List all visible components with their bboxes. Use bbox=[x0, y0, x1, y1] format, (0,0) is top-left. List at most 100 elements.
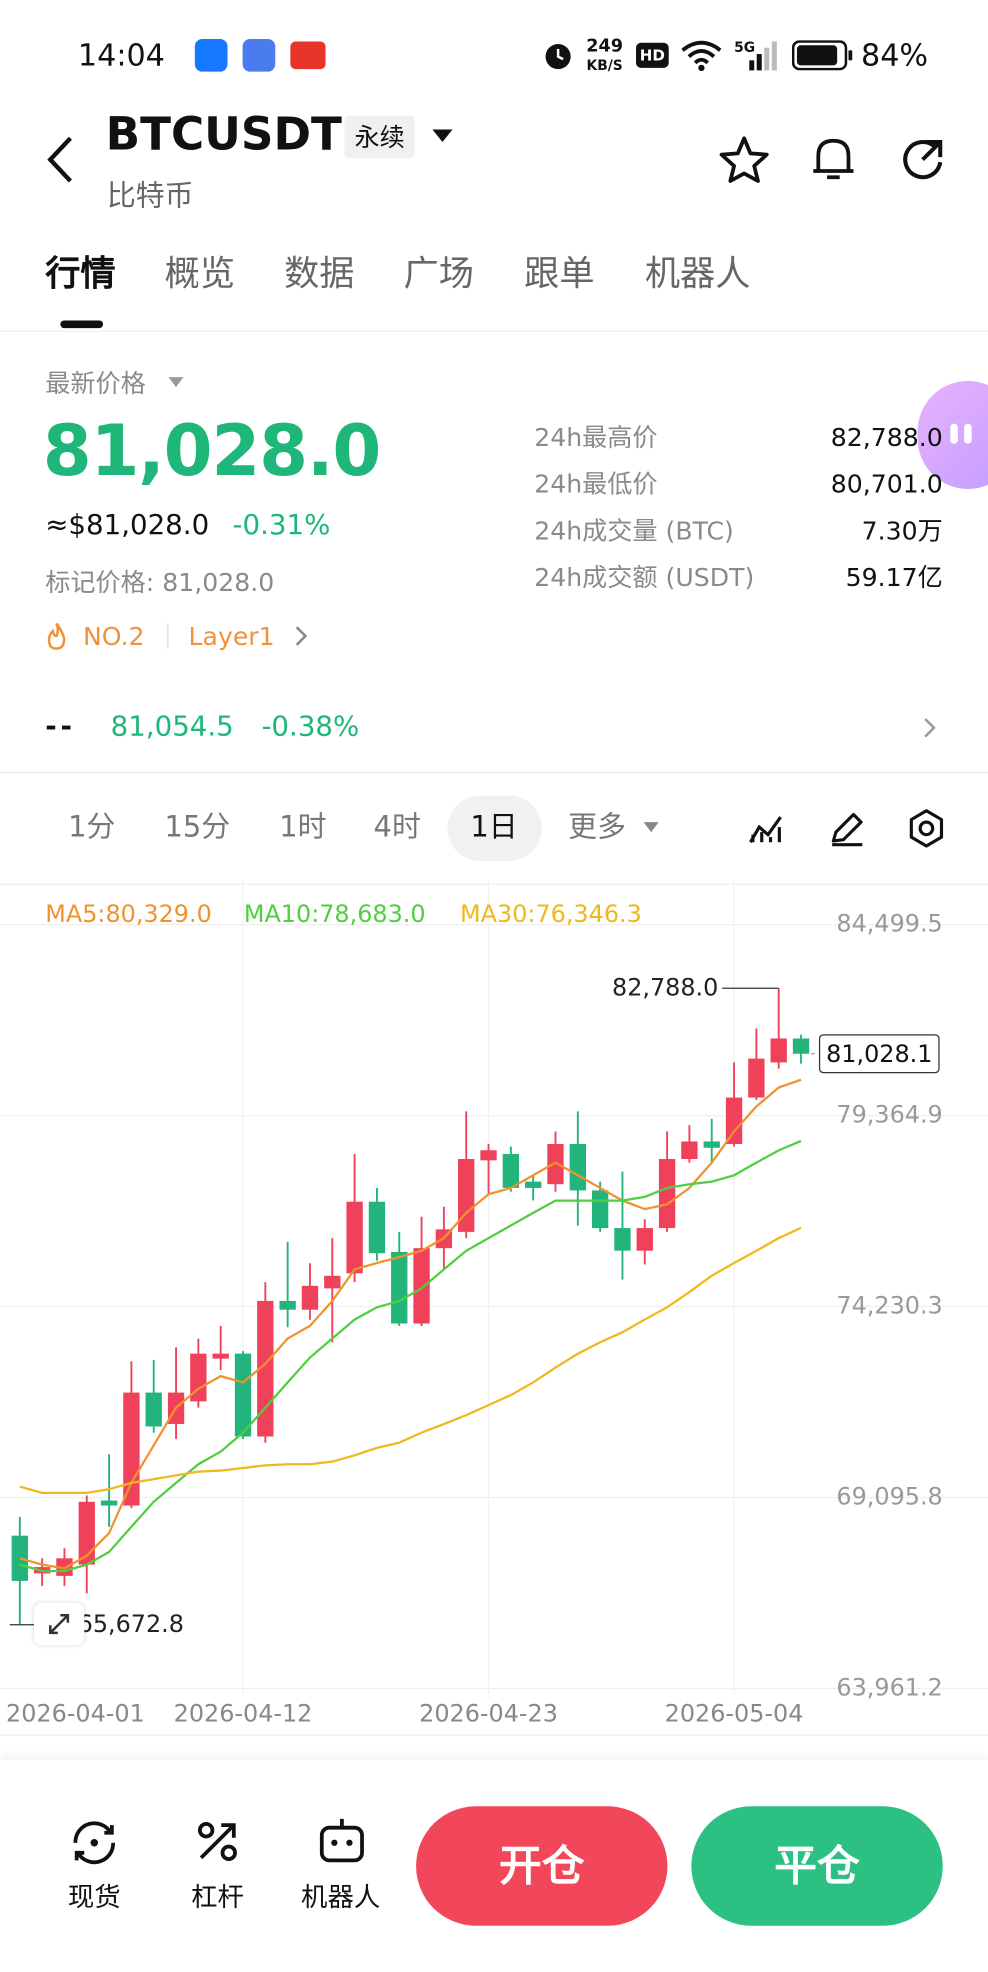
favorite-button[interactable] bbox=[719, 136, 769, 184]
ticker-price: 81,054.5 bbox=[110, 711, 234, 743]
floating-assistant-eye bbox=[950, 423, 958, 444]
last-price: 81,028.0 bbox=[42, 411, 382, 493]
dropdown-arrow[interactable] bbox=[167, 376, 185, 389]
candle-body bbox=[636, 1228, 653, 1251]
tab[interactable]: 广场 bbox=[403, 252, 474, 295]
dropdown-arrow[interactable] bbox=[431, 128, 454, 143]
interval-option[interactable]: 1分 bbox=[68, 811, 116, 845]
active-tab-indicator bbox=[60, 320, 104, 329]
signal-icon bbox=[749, 41, 777, 71]
candle-body bbox=[458, 1159, 475, 1232]
settings-button[interactable] bbox=[906, 808, 946, 848]
wifi-icon bbox=[681, 40, 722, 72]
candle-body bbox=[301, 1285, 319, 1310]
candle-body bbox=[100, 1500, 118, 1506]
stat-value: 82,788.0 bbox=[830, 422, 943, 453]
stat-label: 24h最低价 bbox=[534, 468, 658, 500]
candle-body bbox=[525, 1181, 542, 1188]
dropdown-arrow[interactable] bbox=[642, 821, 660, 834]
net-speed: 249 bbox=[586, 36, 623, 57]
nav-item-label[interactable]: 机器人 bbox=[301, 1882, 381, 1913]
coin-name: 比特币 bbox=[106, 180, 194, 214]
interval-option[interactable]: 1时 bbox=[279, 811, 327, 845]
x-tick-label: 2026-04-23 bbox=[419, 1700, 558, 1728]
tab[interactable]: 行情 bbox=[45, 252, 116, 295]
floating-assistant-eye bbox=[964, 423, 972, 444]
indicator-button[interactable] bbox=[747, 810, 787, 848]
nav-item-label[interactable]: 现货 bbox=[67, 1882, 121, 1913]
bot-icon[interactable] bbox=[317, 1815, 367, 1865]
tab[interactable]: 数据 bbox=[284, 252, 355, 295]
battery-icon bbox=[791, 40, 853, 71]
candle-body bbox=[346, 1201, 363, 1274]
stat-label: 24h成交额 (USDT) bbox=[534, 561, 755, 593]
chevron[interactable] bbox=[294, 625, 309, 648]
candle-body bbox=[569, 1143, 586, 1191]
tab[interactable]: 概览 bbox=[164, 252, 236, 295]
interval-option[interactable]: 更多 bbox=[568, 811, 626, 845]
tab[interactable]: 跟单 bbox=[524, 252, 595, 295]
open-button-label[interactable]: 开仓 bbox=[499, 1841, 585, 1892]
y-tick-label: 79,364.9 bbox=[836, 1101, 942, 1129]
interval-option[interactable]: 15分 bbox=[164, 811, 231, 845]
last-price-label: 81,028.1 bbox=[826, 1040, 932, 1068]
draw-button[interactable] bbox=[827, 808, 867, 848]
candle-body bbox=[279, 1300, 296, 1310]
candle-body bbox=[324, 1275, 341, 1289]
net-unit: KB/S bbox=[586, 57, 623, 74]
candle-body bbox=[502, 1154, 520, 1188]
app-icon bbox=[242, 38, 276, 72]
stat-label: 24h成交量 (BTC) bbox=[534, 515, 734, 546]
interval-option[interactable]: 1日 bbox=[470, 811, 518, 845]
ma-line bbox=[19, 1139, 802, 1573]
x-tick-label: 2026-05-04 bbox=[665, 1700, 804, 1728]
ma-line bbox=[19, 1226, 802, 1495]
expand-button[interactable] bbox=[33, 1602, 85, 1646]
nav-item-label[interactable]: 杠杆 bbox=[191, 1882, 244, 1913]
spot-icon[interactable] bbox=[69, 1818, 119, 1868]
alert-button[interactable] bbox=[811, 133, 856, 183]
stat-value: 59.17亿 bbox=[845, 561, 943, 593]
rank-tag[interactable]: NO.2 bbox=[82, 620, 145, 652]
y-tick-label: 69,095.8 bbox=[836, 1482, 942, 1510]
signal-label: 5G bbox=[734, 39, 756, 56]
close-button-label[interactable]: 平仓 bbox=[774, 1841, 860, 1892]
share-button[interactable] bbox=[897, 134, 947, 184]
candle-body bbox=[770, 1038, 787, 1063]
candle-body bbox=[190, 1353, 207, 1402]
chevron[interactable] bbox=[923, 716, 938, 739]
mark-price: 标记价格: 81,028.0 bbox=[45, 566, 275, 598]
symbol: BTCUSDT bbox=[105, 109, 342, 161]
ma-legend-item: MA10:78,683.0 bbox=[243, 900, 426, 929]
usd-price: ≈$81,028.0 bbox=[45, 510, 210, 542]
price-change: -0.31% bbox=[232, 510, 331, 542]
open-button[interactable] bbox=[416, 1806, 668, 1926]
candle-body bbox=[123, 1392, 140, 1506]
divider bbox=[0, 1734, 988, 1736]
expand-icon bbox=[49, 1613, 70, 1635]
candle-body bbox=[591, 1190, 609, 1229]
candle-body bbox=[11, 1535, 28, 1581]
candle-body bbox=[658, 1159, 676, 1229]
y-tick-label: 84,499.5 bbox=[836, 910, 942, 938]
candle-body bbox=[145, 1392, 162, 1427]
contract-type[interactable]: 永续 bbox=[344, 115, 415, 159]
candle-body bbox=[368, 1201, 386, 1254]
tag-separator bbox=[167, 623, 169, 649]
candle-body bbox=[391, 1251, 408, 1324]
candle-body bbox=[234, 1353, 252, 1437]
margin-icon[interactable] bbox=[194, 1818, 242, 1866]
tab[interactable]: 机器人 bbox=[644, 252, 751, 295]
stat-value: 80,701.0 bbox=[830, 468, 943, 500]
divider bbox=[0, 330, 988, 332]
hot-icon bbox=[47, 622, 66, 650]
stat-label: 24h最高价 bbox=[534, 422, 658, 453]
sector-tag[interactable]: Layer1 bbox=[188, 620, 275, 652]
high-marker-label: 82,788.0 bbox=[612, 973, 718, 1001]
interval-option[interactable]: 4时 bbox=[373, 811, 421, 845]
ma-line bbox=[19, 1078, 802, 1570]
ticker-dash: -- bbox=[45, 711, 76, 743]
back-button[interactable] bbox=[43, 136, 78, 184]
close-button[interactable] bbox=[691, 1806, 943, 1926]
ma-legend-item: MA5:80,329.0 bbox=[45, 900, 212, 929]
